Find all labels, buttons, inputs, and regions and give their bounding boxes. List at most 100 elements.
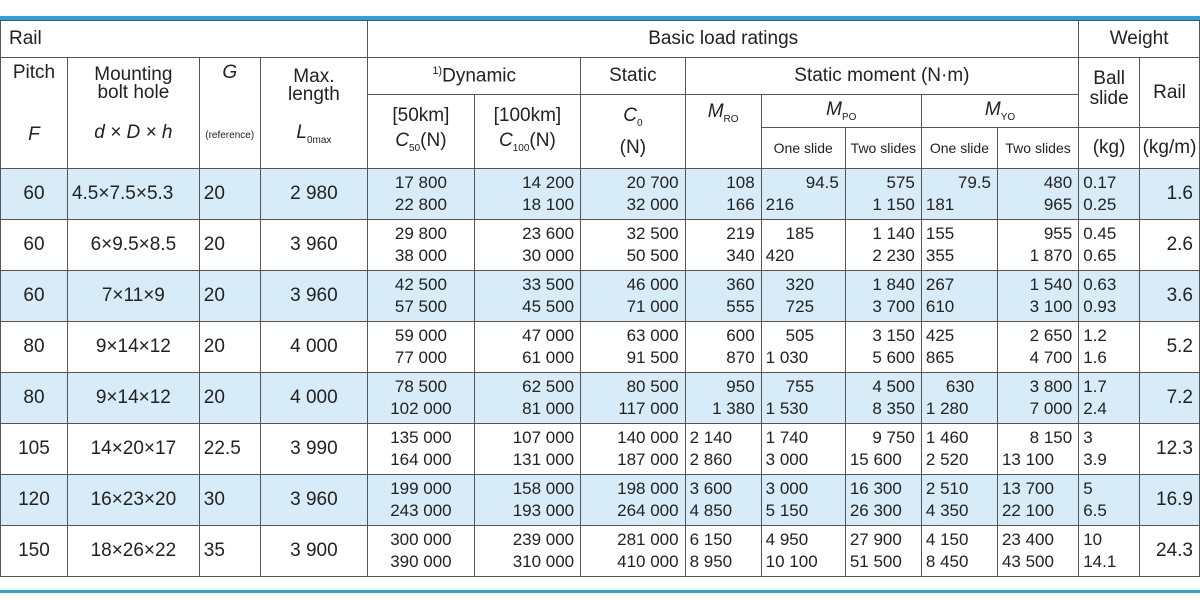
mro-cell: 600 870 — [684, 321, 762, 373]
myo-two-value-1: 23 400 — [1001, 530, 1054, 549]
mro-header: MRO — [684, 94, 762, 169]
rail-weight-cell: 12.3 — [1139, 423, 1200, 475]
ball-weight-value-2: 0.25 — [1083, 195, 1117, 214]
mpo-two-value-1: 1 140 — [872, 224, 915, 243]
mpo-two-cell: 9 750 15 600 — [844, 423, 922, 475]
ball-weight-value-2: 0.65 — [1083, 246, 1117, 265]
static-moment-header: Static moment (N·m) — [684, 57, 1080, 95]
c50-value-1: 42 500 — [394, 275, 447, 294]
myo-two-cell: 955 1 870 — [996, 219, 1080, 271]
mpo-subscript: PO — [841, 111, 857, 123]
myo-two-value-2: 965 — [1043, 195, 1073, 214]
c100-value-1: 62 500 — [522, 377, 575, 396]
mpo-one-value-1: 1 740 — [765, 428, 809, 447]
c100-value-2: 18 100 — [522, 195, 575, 214]
myo-one-slide-header: One slide — [920, 127, 998, 169]
c0-value-1: 198 000 — [617, 479, 679, 498]
table-row: 80 9×14×12 20 4 000 78 500 102 000 62 500… — [0, 372, 1200, 424]
mro-subscript: RO — [723, 113, 739, 125]
myo-two-value-1: 1 540 — [1029, 275, 1073, 294]
mro-value-2: 1 380 — [712, 399, 755, 418]
c100-value-2: 61 000 — [522, 348, 575, 367]
bolt-cell: 9×14×12 — [66, 321, 200, 373]
c50-cell: 300 000 390 000 — [367, 525, 475, 577]
c0-cell: 80 500 117 000 — [580, 372, 686, 424]
myo-two-value-1: 2 650 — [1029, 326, 1073, 345]
length-cell: 3 960 — [259, 474, 369, 526]
mpo-one-cell: 3 000 5 150 — [760, 474, 846, 526]
c50-symbol: C — [395, 129, 410, 151]
c0-subscript: 0 — [636, 117, 643, 129]
rail-weight-cell: 1.6 — [1139, 168, 1200, 220]
pitch-cell: 60 — [0, 219, 68, 271]
mpo-one-value-1: 94.5 — [805, 173, 839, 192]
mro-symbol: M — [707, 101, 724, 122]
mpo-one-value-2: 1 530 — [765, 399, 809, 418]
table-row: 150 18×26×22 35 3 900 300 000 390 000 239… — [0, 525, 1200, 577]
mounting-label-1: Mounting — [94, 64, 173, 85]
ball-weight-value-1: 0.63 — [1083, 275, 1117, 294]
ball-weight-cell: 10 14.1 — [1078, 525, 1141, 577]
max-length-label-1: Max. — [293, 66, 335, 87]
top-rule — [0, 16, 1200, 20]
pitch-header: Pitch F — [0, 57, 68, 169]
bolt-cell: 4.5×7.5×5.3 — [66, 168, 200, 220]
mro-cell: 950 1 380 — [684, 372, 762, 424]
mro-value-2: 8 950 — [689, 552, 733, 571]
rail-group-header: Rail — [0, 20, 369, 58]
pitch-cell: 105 — [0, 423, 68, 475]
myo-one-value-2: 610 — [925, 297, 955, 316]
mro-value-1: 600 — [726, 326, 755, 345]
myo-one-cell: 79.5 181 — [920, 168, 998, 220]
pitch-cell: 60 — [0, 270, 68, 322]
myo-two-cell: 2 650 4 700 — [996, 321, 1080, 373]
myo-one-value-2: 355 — [925, 246, 955, 265]
mro-value-1: 3 600 — [689, 479, 733, 498]
myo-two-value-2: 3 100 — [1029, 297, 1073, 316]
c100-value-1: 14 200 — [522, 173, 575, 192]
ball-weight-cell: 1.2 1.6 — [1078, 321, 1141, 373]
mpo-one-value-2: 216 — [765, 195, 795, 214]
g-reference-note: (reference) — [205, 130, 255, 141]
bolt-cell: 18×26×22 — [66, 525, 200, 577]
rail-weight-cell: 5.2 — [1139, 321, 1200, 373]
c0-value-2: 71 000 — [626, 297, 679, 316]
ball-unit-header: (kg) — [1078, 127, 1141, 169]
bolt-cell: 14×20×17 — [66, 423, 200, 475]
mpo-one-value-1: 320 — [785, 275, 815, 294]
header-row-1: Rail Basic load ratings Weight — [0, 20, 1200, 58]
myo-two-cell: 8 150 13 100 — [996, 423, 1080, 475]
c100-cell: 158 000 193 000 — [473, 474, 582, 526]
c0-value-1: 80 500 — [626, 377, 679, 396]
length-cell: 2 980 — [259, 168, 369, 220]
myo-one-value-2: 1 280 — [925, 399, 969, 418]
pitch-label: Pitch — [12, 62, 56, 83]
ball-weight-value-1: 0.45 — [1083, 224, 1117, 243]
myo-subscript: YO — [1000, 111, 1016, 123]
bottom-rule — [0, 590, 1200, 593]
g-cell: 20 — [198, 270, 261, 322]
length-cell: 3 900 — [259, 525, 369, 577]
c50-value-2: 243 000 — [390, 501, 452, 520]
myo-one-value-1: 4 150 — [925, 530, 969, 549]
mpo-one-value-1: 755 — [785, 377, 815, 396]
mpo-two-slides-header: Two slides — [844, 127, 922, 169]
ball-weight-cell: 0.17 0.25 — [1078, 168, 1141, 220]
bolt-cell: 7×11×9 — [66, 270, 200, 322]
myo-one-value-1: 155 — [925, 224, 955, 243]
rail-weight-cell: 16.9 — [1139, 474, 1200, 526]
myo-one-cell: 425 865 — [920, 321, 998, 373]
rail-unit-header: (kg/m) — [1139, 127, 1200, 169]
c0-value-1: 20 700 — [626, 173, 679, 192]
mro-value-1: 6 150 — [689, 530, 733, 549]
c0-header: C0 (N) — [580, 94, 686, 169]
max-length-symbol: L — [296, 122, 307, 143]
myo-one-cell: 267 610 — [920, 270, 998, 322]
mpo-two-value-2: 3 700 — [872, 297, 915, 316]
ball-weight-value-2: 6.5 — [1083, 501, 1107, 520]
mpo-one-value-1: 505 — [785, 326, 815, 345]
c100-value-1: 239 000 — [512, 530, 575, 549]
mpo-two-cell: 1 840 3 700 — [844, 270, 922, 322]
mro-cell: 2 140 2 860 — [684, 423, 762, 475]
myo-two-cell: 13 700 22 100 — [996, 474, 1080, 526]
